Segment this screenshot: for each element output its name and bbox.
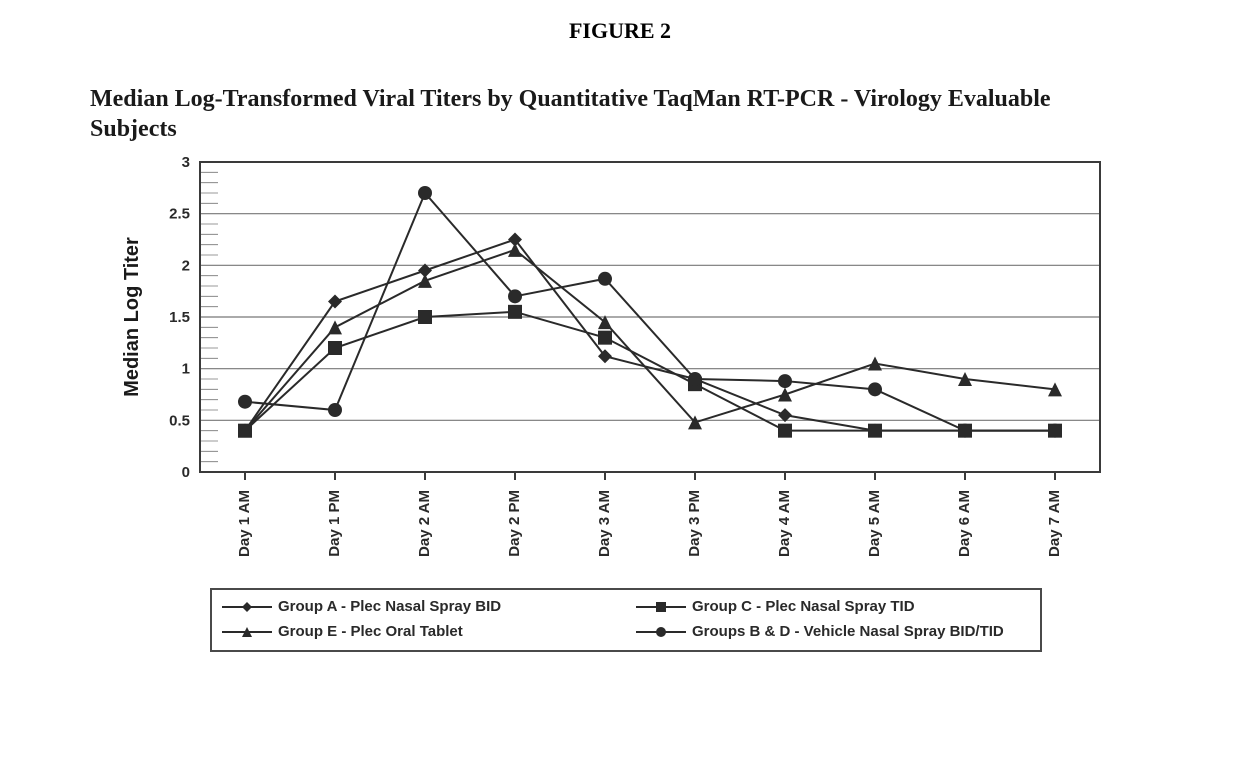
svg-text:0: 0: [182, 464, 190, 481]
legend-item: Group E - Plec Oral Tablet: [222, 623, 616, 640]
legend-label: Group C - Plec Nasal Spray TID: [692, 598, 915, 615]
legend-label: Group E - Plec Oral Tablet: [278, 623, 463, 640]
svg-text:2: 2: [182, 257, 190, 274]
svg-text:Day 5 AM: Day 5 AM: [866, 490, 883, 557]
legend: Group A - Plec Nasal Spray BID Group C - …: [210, 588, 1042, 652]
svg-text:1.5: 1.5: [169, 309, 190, 326]
svg-text:Day 1 PM: Day 1 PM: [326, 490, 343, 557]
svg-text:0.5: 0.5: [169, 412, 190, 429]
svg-text:Day 2 AM: Day 2 AM: [416, 490, 433, 557]
chart-title: Median Log-Transformed Viral Titers by Q…: [90, 84, 1110, 144]
legend-item: Group C - Plec Nasal Spray TID: [636, 598, 1030, 615]
svg-text:Day 7 AM: Day 7 AM: [1046, 490, 1063, 557]
legend-label: Groups B & D - Vehicle Nasal Spray BID/T…: [692, 623, 1004, 640]
line-chart: 0 0.5 1 1.5 2 2.5 3 Median Log Titer Day 1 AM Day…: [90, 152, 1110, 582]
svg-text:Day 6 AM: Day 6 AM: [956, 490, 973, 557]
legend-label: Group A - Plec Nasal Spray BID: [278, 598, 501, 615]
legend-item: Group A - Plec Nasal Spray BID: [222, 598, 616, 615]
svg-text:Day 3 AM: Day 3 AM: [596, 490, 613, 557]
svg-text:Day 2 PM: Day 2 PM: [506, 490, 523, 557]
svg-text:3: 3: [182, 154, 190, 171]
svg-text:Day 1 AM: Day 1 AM: [236, 490, 253, 557]
svg-text:2.5: 2.5: [169, 206, 190, 223]
svg-text:1: 1: [182, 361, 190, 378]
chart-container: 0 0.5 1 1.5 2 2.5 3 Median Log Titer Day 1 AM Day…: [90, 152, 1110, 582]
figure-label: FIGURE 2: [0, 18, 1240, 44]
svg-text:Median Log Titer: Median Log Titer: [121, 237, 143, 397]
svg-text:Day 4 AM: Day 4 AM: [776, 490, 793, 557]
svg-text:Day 3 PM: Day 3 PM: [686, 490, 703, 557]
legend-item: Groups B & D - Vehicle Nasal Spray BID/T…: [636, 623, 1030, 640]
